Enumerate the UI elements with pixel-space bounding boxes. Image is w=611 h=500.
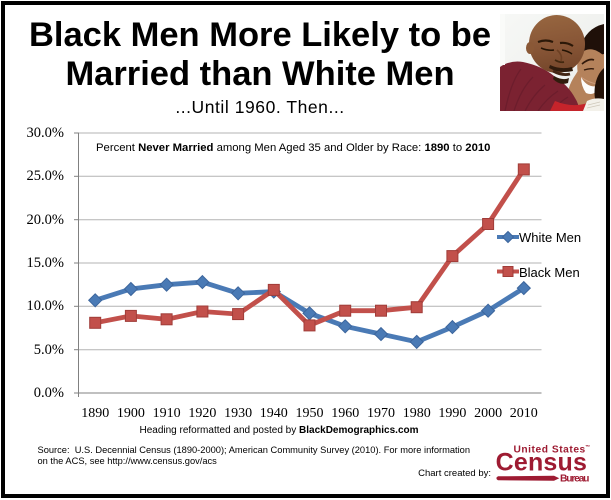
svg-text:™: ™: [585, 445, 590, 451]
svg-text:Bureau: Bureau: [560, 474, 589, 485]
svg-text:Census: Census: [496, 449, 588, 477]
svg-text:United States: United States: [514, 445, 586, 456]
